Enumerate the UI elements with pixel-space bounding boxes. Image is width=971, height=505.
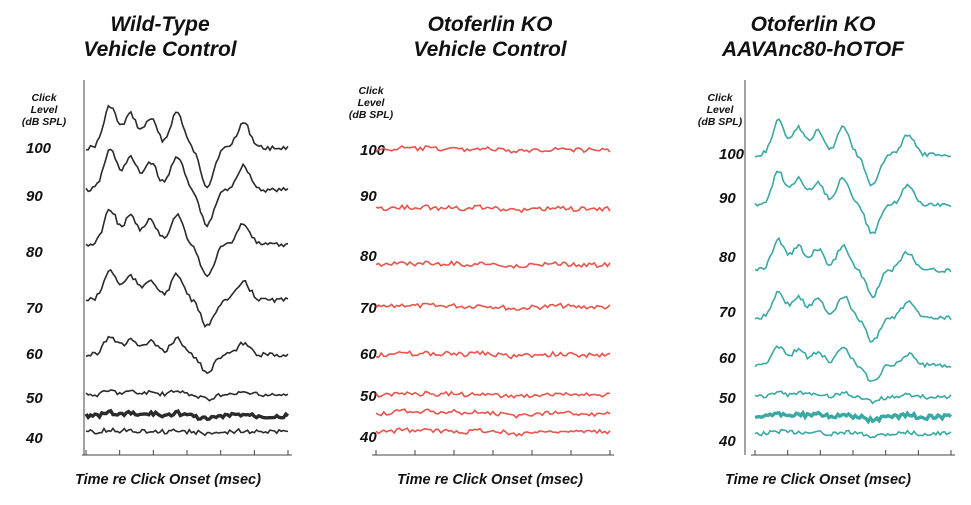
x-axis-label: Time re Click Onset (msec) [397, 472, 583, 488]
title-line-2: Vehicle Control [413, 38, 567, 61]
title-line-1: Otoferlin KO [427, 13, 553, 36]
trace-60 [85, 335, 289, 375]
trace-60 [375, 350, 611, 360]
x-axis-label: Time re Click Onset (msec) [725, 472, 911, 488]
panel-otoferlin-ko-aav: Otoferlin KO AAVAnc80-hOTOF Click Level … [655, 0, 971, 505]
ylabel-line: Level [30, 104, 58, 116]
trace-90 [85, 148, 289, 228]
chart-title: Wild-Type Vehicle Control [0, 12, 320, 62]
y-axis-label: Click Level (dB SPL) [342, 85, 400, 121]
trace-50 [754, 390, 952, 405]
ylabel-line: (dB SPL) [348, 109, 394, 121]
trace-90 [375, 204, 611, 214]
plot-area: 100 90 80 70 60 50 40 [25, 80, 292, 456]
title-line-1: Wild-Type [110, 13, 210, 36]
trace-threshold [754, 409, 953, 425]
trace-70 [375, 302, 611, 311]
ylabel-line: Level [706, 104, 734, 116]
level-label: 50 [360, 388, 377, 405]
title-line-2: AAVAnc80-hOTOF [721, 38, 905, 61]
trace-threshold [84, 408, 290, 422]
level-label: 100 [26, 140, 52, 157]
trace-50 [375, 390, 611, 399]
ylabel-line: Click [707, 92, 733, 104]
y-axis-label: Click Level (dB SPL) [15, 92, 73, 128]
chart-title: Otoferlin KO Vehicle Control [330, 12, 650, 62]
level-label: 60 [360, 346, 377, 363]
level-label: 80 [719, 249, 736, 266]
plot-area: 100 90 80 70 60 50 40 [718, 80, 955, 456]
chart-title: Otoferlin KO AAVAnc80-hOTOF [655, 12, 971, 62]
title-line-2: Vehicle Control [83, 38, 237, 61]
trace-80 [754, 236, 952, 299]
level-label: 80 [360, 248, 377, 265]
trace-40 [754, 428, 952, 439]
level-label: 40 [25, 430, 43, 447]
panel-wild-type: Wild-Type Vehicle Control Click Level (d… [0, 0, 320, 505]
x-axis-label: Time re Click Onset (msec) [75, 472, 261, 488]
trace-60 [754, 345, 952, 383]
level-label: 50 [26, 390, 43, 407]
level-label: 70 [360, 300, 377, 317]
level-label: 100 [719, 146, 745, 163]
trace-70 [85, 268, 289, 328]
ylabel-line: Click [358, 85, 384, 97]
trace-100 [375, 145, 611, 154]
level-label: 90 [719, 190, 736, 207]
level-label: 70 [719, 304, 736, 321]
ylabel-line: (dB SPL) [697, 116, 743, 128]
level-label: 80 [26, 244, 43, 261]
level-label: 60 [26, 346, 43, 363]
level-label: 40 [718, 433, 736, 450]
trace-40 [375, 427, 611, 437]
level-label: 90 [26, 188, 43, 205]
level-label: 50 [719, 390, 736, 407]
level-label: 40 [359, 429, 377, 446]
ylabel-line: Level [357, 97, 385, 109]
trace-50 [85, 389, 289, 402]
title-line-1: Otoferlin KO [750, 13, 876, 36]
panel-otoferlin-ko-vehicle: Otoferlin KO Vehicle Control Click Level… [330, 0, 650, 505]
level-label: 90 [360, 188, 377, 205]
trace-threshold [375, 408, 611, 419]
trace-70 [754, 290, 952, 343]
plot-area: 100 90 80 70 60 50 40 [359, 142, 614, 456]
trace-40 [85, 427, 289, 437]
ylabel-line: (dB SPL) [21, 116, 67, 128]
level-label: 70 [26, 300, 43, 317]
trace-100 [85, 104, 289, 189]
ylabel-line: Click [31, 92, 57, 104]
level-label: 100 [360, 142, 386, 159]
level-label: 60 [719, 350, 736, 367]
trace-90 [754, 170, 952, 235]
trace-80 [375, 260, 611, 270]
y-axis-label: Click Level (dB SPL) [691, 92, 749, 128]
trace-80 [85, 208, 289, 278]
trace-100 [754, 118, 952, 187]
